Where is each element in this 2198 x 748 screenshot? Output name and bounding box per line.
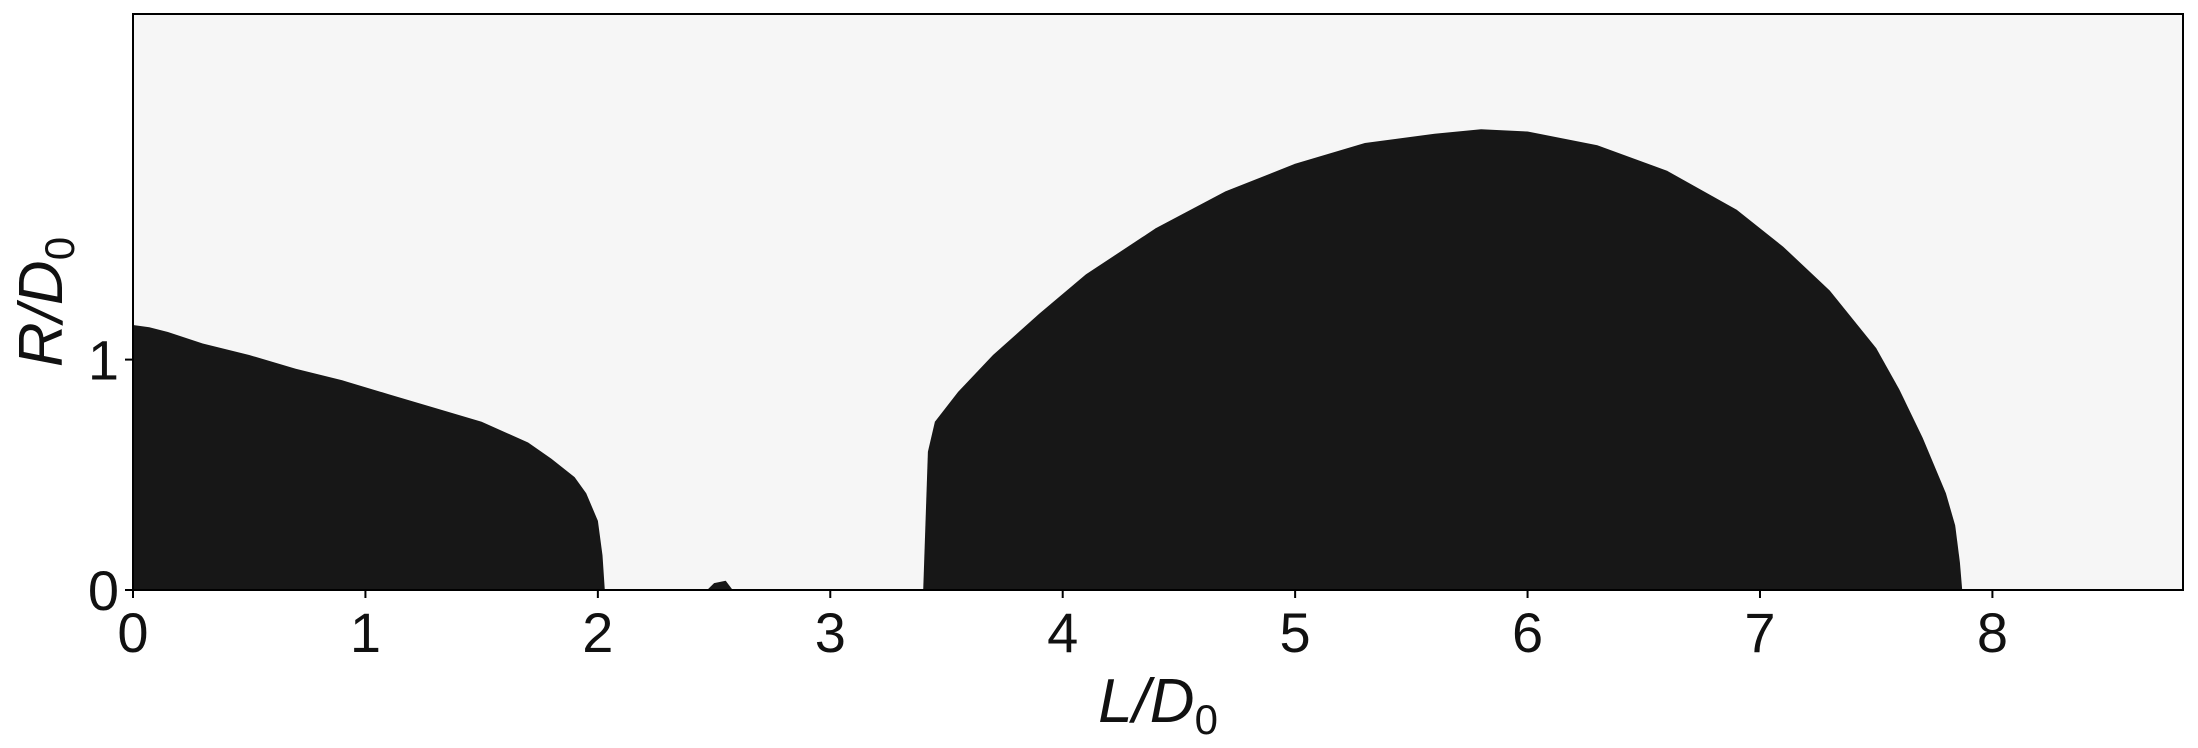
x-tick-label: 8 <box>1977 601 2008 664</box>
x-tick-label: 5 <box>1280 601 1311 664</box>
x-tick-label: 6 <box>1512 601 1543 664</box>
x-axis-label-sub: 0 <box>1195 696 1218 743</box>
x-tick-label: 2 <box>582 601 613 664</box>
region-1 <box>133 325 605 590</box>
x-tick-label: 3 <box>815 601 846 664</box>
region-3 <box>923 129 1963 590</box>
regions <box>133 129 1963 590</box>
y-axis-label: R/D0 <box>7 237 83 367</box>
plot-frame <box>132 13 2184 591</box>
x-axis-label-main: L/D <box>1098 667 1194 736</box>
y-axis-label-main: R/D <box>7 260 76 367</box>
x-tick-label: 0 <box>117 601 148 664</box>
x-tick-label: 7 <box>1744 601 1775 664</box>
y-ticks: 01 <box>88 329 133 622</box>
x-tick-label: 4 <box>1047 601 1078 664</box>
y-axis-label-sub: 0 <box>36 237 83 260</box>
region-2 <box>707 580 733 590</box>
x-axis-label: L/D0 <box>1098 667 1218 743</box>
y-tick-label: 0 <box>88 559 119 622</box>
x-tick-label: 1 <box>350 601 381 664</box>
y-tick-label: 1 <box>88 329 119 392</box>
x-ticks: 0 1 2 3 4 5 6 7 8 <box>117 590 2008 664</box>
